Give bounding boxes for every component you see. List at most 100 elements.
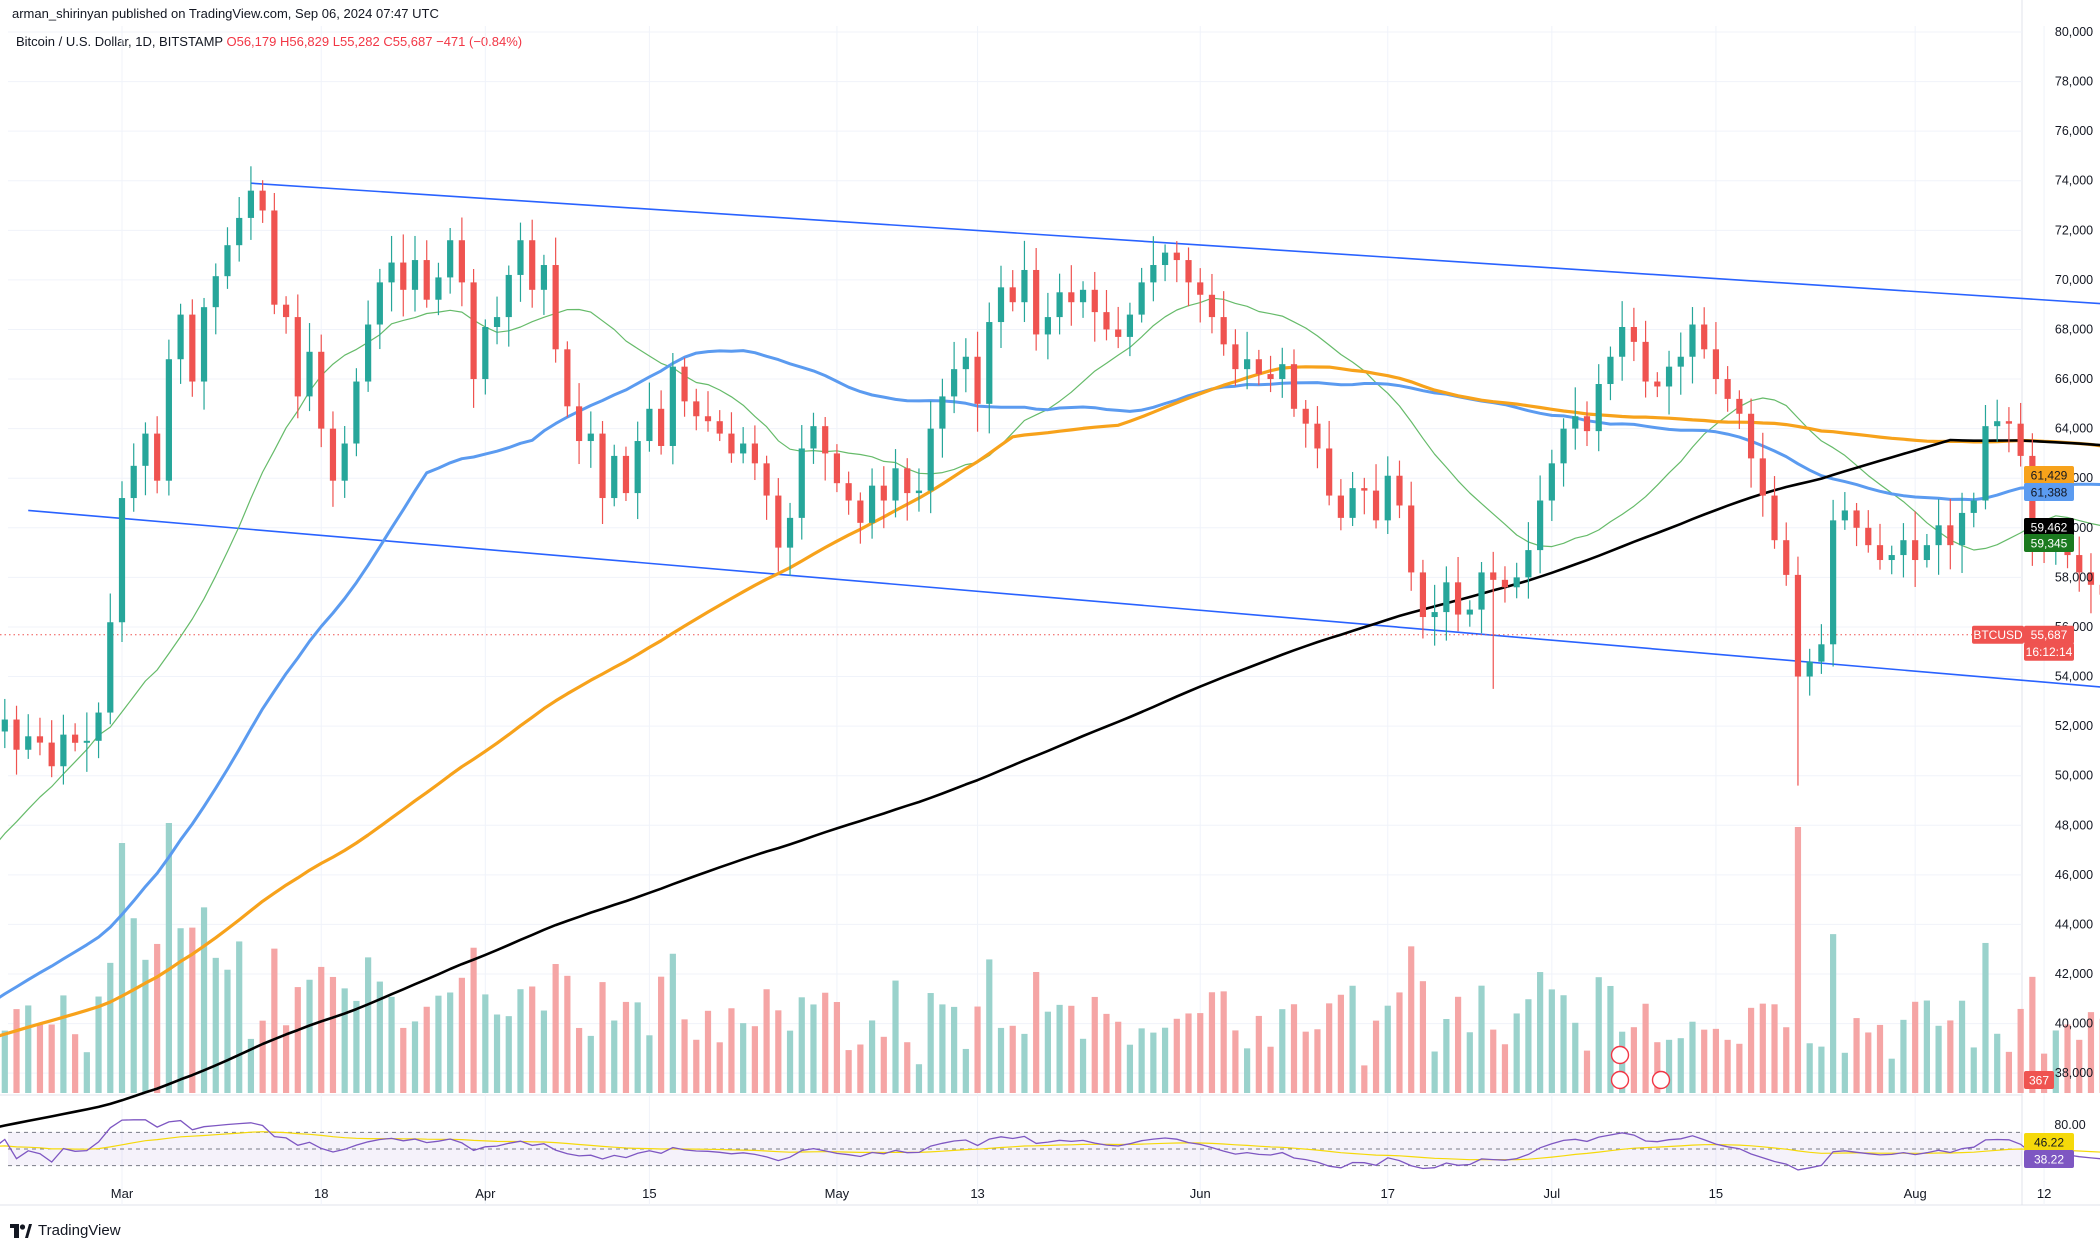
- time-tick-label: May: [825, 1186, 850, 1201]
- candle-body: [142, 433, 149, 466]
- candle-body: [1361, 488, 1368, 491]
- volume-bar: [939, 1004, 946, 1093]
- rsi-tick-label: 80.00: [2054, 1118, 2085, 1132]
- price-tick-label: 80,000: [2055, 25, 2093, 39]
- candle-body: [868, 485, 876, 523]
- volume-bar: [306, 979, 313, 1093]
- publisher-line: arman_shirinyan published on TradingView…: [12, 6, 439, 21]
- volume-bar: [1431, 1051, 1438, 1093]
- candle-body: [634, 441, 641, 494]
- candle-body: [1220, 317, 1227, 345]
- volume-bar: [1607, 985, 1614, 1093]
- volume-bar: [1572, 1022, 1579, 1093]
- candle-body: [1794, 574, 1802, 677]
- candle-body: [376, 282, 383, 325]
- price-tick-label: 40,000: [2055, 1017, 2093, 1031]
- candle-body: [1759, 458, 1766, 496]
- volume-bar: [1982, 942, 1989, 1093]
- badge-rsi-ma-bg: [2024, 1133, 2074, 1151]
- candle-body: [1818, 644, 1825, 662]
- trend-line: [28, 509, 2100, 688]
- rsi-pane: [0, 1119, 2100, 1171]
- volume-bar: [974, 1006, 981, 1093]
- volume-bar: [470, 947, 477, 1093]
- candle-body: [1513, 577, 1520, 588]
- badge-ma-green: 59,345: [2024, 534, 2074, 552]
- candle-body: [60, 734, 67, 767]
- candle-body: [857, 500, 864, 523]
- badge-price: 55,687: [2024, 625, 2074, 644]
- volume-bar: [833, 1002, 841, 1093]
- volume-bar: [704, 1010, 712, 1093]
- volume-bar: [2052, 1030, 2059, 1093]
- volume-bar: [1419, 981, 1427, 1093]
- badge-symbol: BTCUSD: [1972, 625, 2024, 644]
- volume-bar: [423, 1006, 430, 1093]
- badge-price-text: 55,687: [2031, 628, 2068, 642]
- badge-ma-black: 59,462: [2024, 518, 2074, 536]
- badge-rsi: 38.22: [2024, 1150, 2074, 1168]
- candle-body: [72, 734, 79, 743]
- volume-bar: [130, 918, 137, 1093]
- volume-bar: [212, 957, 219, 1093]
- tradingview-logo[interactable]: TradingView: [10, 1222, 121, 1239]
- time-tick-label: 18: [314, 1186, 328, 1201]
- volume-bar: [1865, 1032, 1872, 1093]
- volume-bar: [1079, 1038, 1087, 1093]
- badge-symbol-bg: [1972, 625, 2024, 644]
- volume-bar: [447, 992, 454, 1093]
- volume-bar: [60, 995, 67, 1093]
- volume-bar: [1654, 1042, 1661, 1093]
- candle-body: [1806, 661, 1813, 677]
- volume-bar: [165, 823, 172, 1093]
- volume-bar: [259, 1020, 266, 1093]
- candle-body: [646, 408, 653, 442]
- price-tick-label: 44,000: [2055, 917, 2093, 931]
- candle-body: [880, 485, 887, 501]
- volume-bar: [1372, 1020, 1380, 1093]
- volume-bar: [142, 959, 149, 1093]
- candle-body: [107, 622, 114, 713]
- candle-body: [1677, 356, 1684, 367]
- volume-bar: [1115, 1021, 1122, 1093]
- volume-bar: [282, 1025, 290, 1093]
- volume-bar: [341, 988, 348, 1093]
- event-icon-us-flag-2: [1651, 1070, 1671, 1090]
- candles: [1, 166, 2100, 786]
- volume-bar: [1314, 1029, 1321, 1093]
- volume-bar: [1337, 994, 1344, 1093]
- candle-body: [997, 287, 1005, 323]
- volume-bar: [1454, 996, 1462, 1093]
- candle-body: [798, 448, 805, 518]
- volume-bar: [1771, 1004, 1778, 1093]
- candle-body: [200, 307, 208, 382]
- volume-bar: [1091, 996, 1098, 1093]
- volume-bar: [1044, 1011, 1051, 1093]
- price-tick-label: 54,000: [2055, 670, 2093, 684]
- volume-bar: [1478, 985, 1485, 1093]
- symbol-title[interactable]: Bitcoin / U.S. Dollar, 1D, BITSTAMP: [16, 34, 223, 49]
- volume-bar: [997, 1027, 1005, 1093]
- candle-body: [306, 351, 313, 397]
- candle-body: [1583, 416, 1591, 432]
- candle-body: [1654, 381, 1661, 387]
- volume-bar: [376, 981, 383, 1093]
- candle-body: [2087, 572, 2095, 585]
- ohlc-readout: O56,179 H56,829 L55,282 C55,687 −471 (−0…: [226, 34, 523, 49]
- volume-bar: [1161, 1027, 1169, 1093]
- candle-body: [740, 443, 747, 454]
- volume-bar: [1068, 1005, 1075, 1093]
- candle-body: [1197, 282, 1204, 295]
- candle-body: [927, 428, 934, 491]
- candle-body: [1490, 572, 1497, 580]
- price-tick-label: 68,000: [2055, 322, 2093, 336]
- volume-bar: [1033, 971, 1040, 1093]
- badge-volume: 367: [2024, 1071, 2054, 1089]
- price-tick-label: 46,000: [2055, 868, 2093, 882]
- volume-bar: [1466, 1032, 1473, 1093]
- volume-bar: [36, 1024, 44, 1093]
- candle-body: [25, 736, 32, 750]
- volume-bar: [493, 1014, 501, 1093]
- candle-body: [529, 240, 536, 290]
